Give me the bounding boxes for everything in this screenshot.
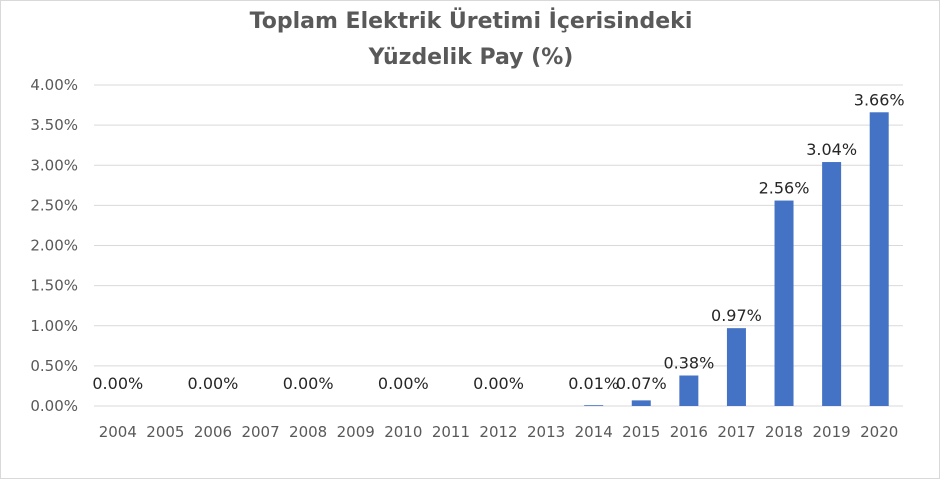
y-tick-label: 2.00%	[30, 237, 78, 255]
chart-title-line-2: Yüzdelik Pay (%)	[368, 45, 574, 70]
x-tick-label: 2013	[527, 423, 565, 441]
bar	[584, 405, 604, 406]
data-label: 3.04%	[806, 140, 857, 159]
bar	[679, 375, 699, 406]
x-tick-label: 2020	[860, 423, 898, 441]
y-tick-label: 0.50%	[30, 357, 78, 375]
y-tick-label: 4.00%	[30, 76, 78, 94]
x-tick-label: 2017	[717, 423, 755, 441]
x-tick-label: 2008	[289, 423, 327, 441]
bar	[869, 112, 889, 406]
x-tick-label: 2012	[479, 423, 517, 441]
x-tick-label: 2010	[384, 423, 422, 441]
bar	[631, 400, 651, 406]
x-tick-label: 2016	[670, 423, 708, 441]
data-label: 0.00%	[188, 374, 239, 393]
bar	[822, 162, 842, 406]
data-label: 0.00%	[378, 374, 429, 393]
bar	[774, 200, 794, 406]
data-label: 0.00%	[283, 374, 334, 393]
chart-title-line-1: Toplam Elektrik Üretimi İçerisindeki	[249, 9, 693, 34]
x-tick-label: 2009	[337, 423, 375, 441]
data-label: 0.97%	[711, 306, 762, 325]
x-tick-label: 2011	[432, 423, 470, 441]
x-tick-label: 2015	[622, 423, 660, 441]
data-label: 0.38%	[663, 354, 714, 373]
x-tick-label: 2014	[575, 423, 613, 441]
x-tick-label: 2004	[99, 423, 137, 441]
y-tick-label: 2.50%	[30, 196, 78, 214]
y-tick-label: 3.00%	[30, 156, 78, 174]
x-tick-label: 2019	[813, 423, 851, 441]
x-tick-label: 2006	[194, 423, 232, 441]
y-tick-label: 3.50%	[30, 116, 78, 134]
data-label: 0.07%	[616, 374, 667, 393]
y-tick-label: 1.50%	[30, 277, 78, 295]
y-tick-label: 0.00%	[30, 397, 78, 415]
bar	[726, 328, 746, 406]
data-label: 0.01%	[568, 374, 619, 393]
data-label: 3.66%	[854, 90, 905, 109]
x-tick-label: 2018	[765, 423, 803, 441]
x-tick-label: 2007	[241, 423, 279, 441]
data-label: 2.56%	[759, 179, 810, 198]
x-tick-label: 2005	[146, 423, 184, 441]
data-label: 0.00%	[92, 374, 143, 393]
y-tick-label: 1.00%	[30, 317, 78, 335]
data-label: 0.00%	[473, 374, 524, 393]
